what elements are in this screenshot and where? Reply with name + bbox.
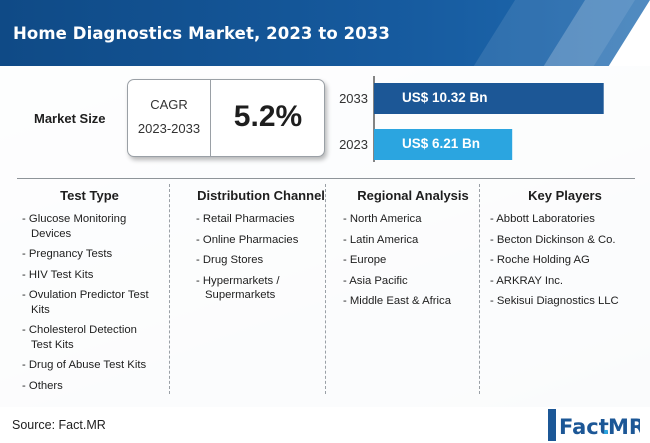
list-item: - Drug Stores [196, 254, 264, 266]
list-item: - Middle East & Africa [343, 295, 451, 307]
year-label-2023: 2023 [339, 137, 368, 152]
column-heading: Test Type [60, 188, 119, 203]
list-item: - Retail Pharmacies [196, 213, 295, 225]
column-heading: Distribution Channel [197, 188, 325, 203]
section-separator [17, 178, 635, 179]
factmr-logo-mark: Fact . MR [548, 409, 645, 441]
list-item: - Becton Dickinson & Co. [490, 233, 616, 246]
list-item: - Others [22, 379, 63, 392]
svg-text:MR: MR [608, 415, 640, 439]
market-size-bar-chart [373, 76, 604, 162]
list-item: - Asia Pacific [343, 274, 408, 287]
cagr-period: 2023-2033 [137, 121, 201, 136]
chart-title: Home Diagnostics Market, 2023 to 2033 [13, 24, 390, 43]
bar-2023 [374, 129, 513, 160]
list-item: - Sekisui Diagnostics LLC [490, 295, 619, 307]
list-item: - Roche Holding AG [490, 254, 590, 266]
list-item: - HIV Test Kits [22, 268, 94, 281]
column-heading: Key Players [528, 188, 602, 203]
bar-value-label-2033: US$ 10.32 Bn [402, 90, 488, 105]
list-item: - Ovulation Predictor Test Kits [22, 289, 149, 316]
main-panel: Market Size CAGR 2023-2033 5.2% 2033 US$ … [0, 66, 650, 407]
bar-value-label-2023: US$ 6.21 Bn [402, 136, 481, 151]
cagr-value: 5.2% [233, 100, 303, 133]
list-item: - Drug of Abuse Test Kits [22, 359, 147, 371]
column-divider [479, 184, 480, 394]
list-item: - Pregnancy Tests [22, 248, 113, 260]
bar-2033 [374, 83, 604, 114]
market-size-label: Market Size [34, 111, 106, 126]
source-note: Source: Fact.MR [12, 418, 106, 432]
list-item: - Europe [343, 254, 387, 266]
column-distribution-channel: Distribution Channel - Retail Pharmacies… [186, 188, 336, 309]
footer: Source: Fact.MR Fact . MR [0, 407, 650, 443]
header-banner: Home Diagnostics Market, 2023 to 2033 [0, 0, 650, 66]
column-heading: Regional Analysis [357, 188, 469, 203]
column-regional-analysis: Regional Analysis - North America - Lati… [343, 188, 483, 315]
svg-text:Fact: Fact [559, 415, 609, 439]
column-divider [325, 184, 326, 394]
list-item: - North America [343, 213, 422, 225]
list-item: - Hypermarkets / Supermarkets [196, 274, 280, 302]
cagr-box: CAGR 2023-2033 5.2% [127, 79, 325, 157]
column-test-type: Test Type - Glucose Monitoring Devices -… [22, 188, 157, 399]
cagr-label: CAGR [150, 97, 188, 112]
cagr-divider [210, 80, 211, 156]
list-item: - Latin America [343, 233, 419, 246]
year-label-2033: 2033 [339, 91, 368, 106]
list-item: - Cholesterol Detection Test Kits [22, 324, 137, 351]
factmr-logo: Fact . MR [548, 409, 645, 441]
list-item: - Abbott Laboratories [490, 213, 595, 225]
svg-text:.: . [602, 415, 610, 439]
list-item: - Online Pharmacies [196, 233, 299, 246]
list-item: - Glucose Monitoring Devices [22, 213, 127, 240]
list-item: - ARKRAY Inc. [490, 274, 564, 287]
column-divider [169, 184, 170, 394]
column-key-players: Key Players - Abbott Laboratories - Bect… [490, 188, 640, 315]
